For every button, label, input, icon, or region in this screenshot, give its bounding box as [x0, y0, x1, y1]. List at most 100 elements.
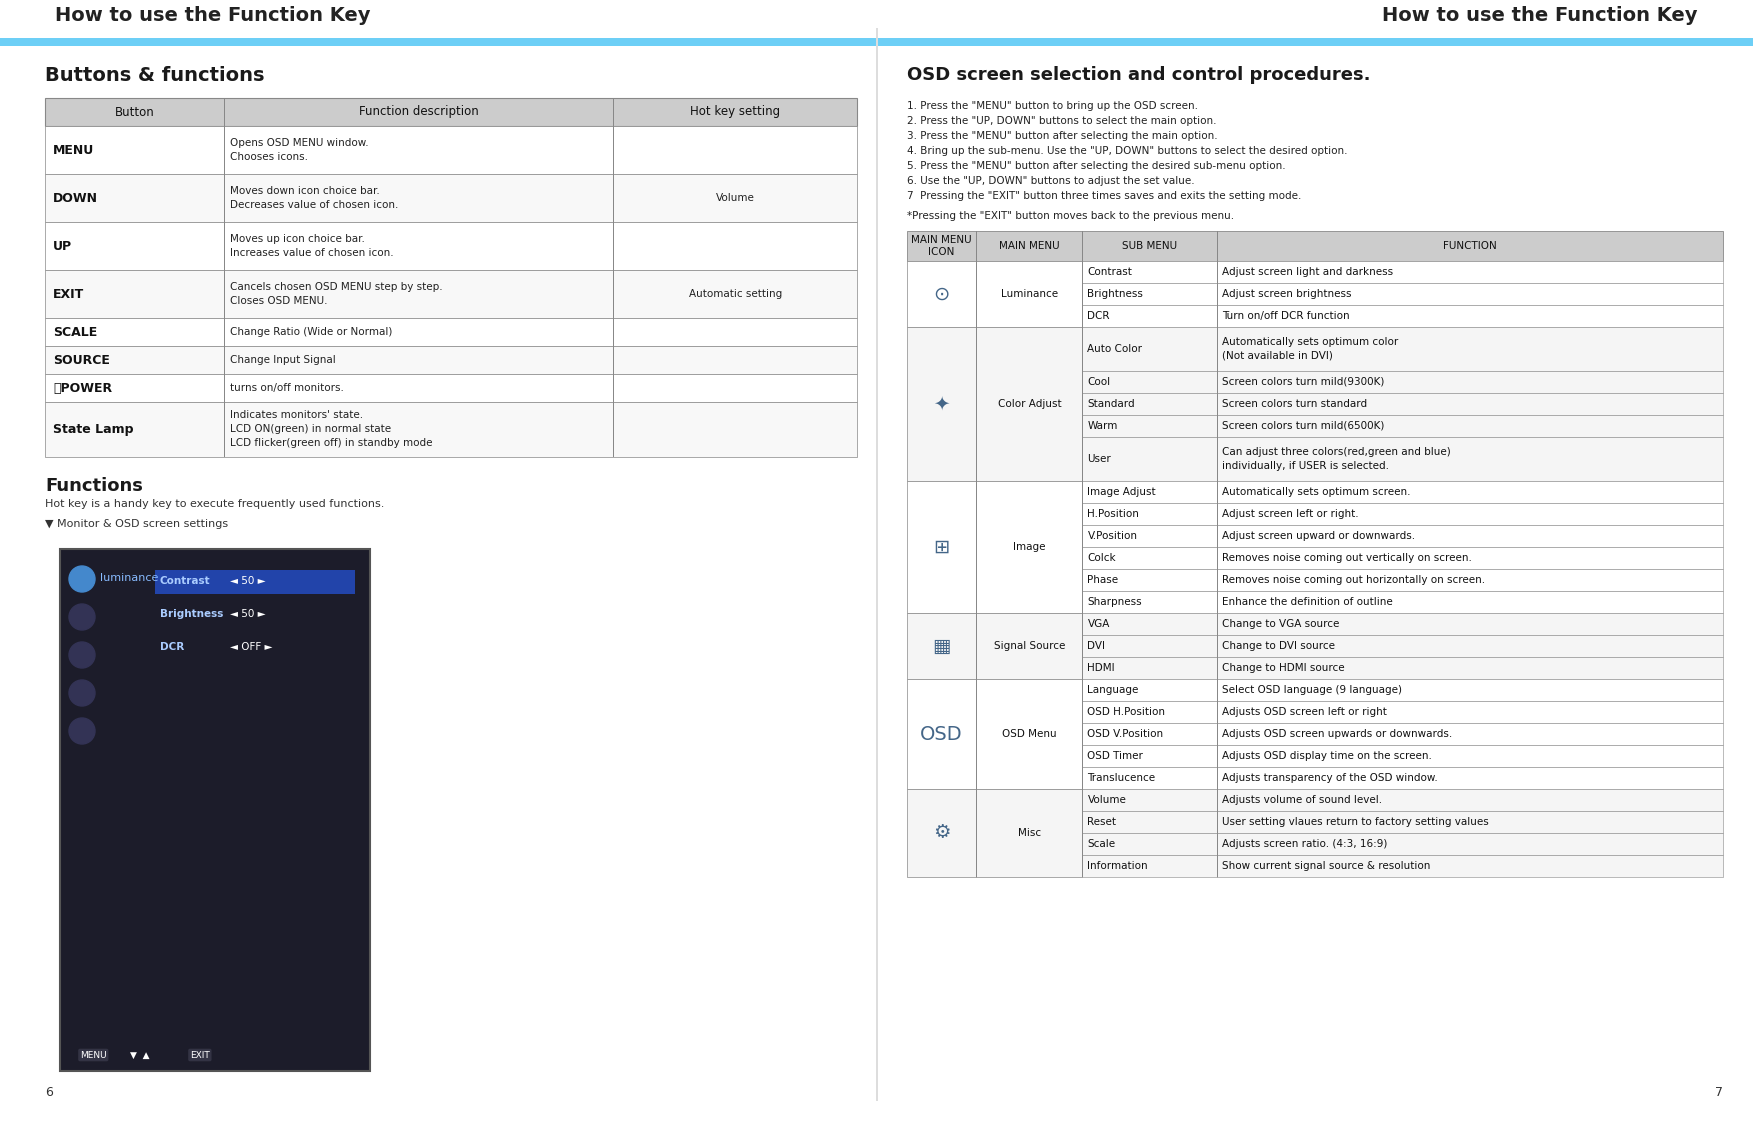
- Text: Brightness: Brightness: [160, 609, 223, 619]
- Text: Adjusts volume of sound level.: Adjusts volume of sound level.: [1222, 795, 1381, 805]
- Circle shape: [68, 717, 95, 744]
- Text: Adjusts screen ratio. (4:3, 16:9): Adjusts screen ratio. (4:3, 16:9): [1222, 839, 1387, 849]
- Text: Adjust screen left or right.: Adjust screen left or right.: [1222, 509, 1359, 519]
- Bar: [876, 28, 878, 1101]
- Bar: [1217, 679, 1723, 701]
- Text: Translucence: Translucence: [1087, 773, 1155, 782]
- Text: 6: 6: [46, 1086, 53, 1099]
- Bar: [1082, 855, 1217, 877]
- Bar: [1082, 613, 1217, 634]
- Text: MAIN MENU
ICON: MAIN MENU ICON: [912, 235, 971, 257]
- Text: User: User: [1087, 454, 1111, 464]
- Text: 7: 7: [1714, 1086, 1723, 1099]
- Circle shape: [68, 566, 95, 592]
- Bar: [976, 613, 1082, 679]
- Text: Automatic setting: Automatic setting: [689, 289, 782, 299]
- Bar: [906, 481, 976, 613]
- Text: Turn on/off DCR function: Turn on/off DCR function: [1222, 311, 1350, 321]
- Text: Contrast: Contrast: [1087, 267, 1132, 277]
- Bar: [1082, 437, 1217, 481]
- Bar: [1082, 547, 1217, 569]
- Bar: [1082, 415, 1217, 437]
- Bar: [1082, 810, 1217, 833]
- Text: Show current signal source & resolution: Show current signal source & resolution: [1222, 861, 1430, 871]
- Bar: [1217, 261, 1723, 282]
- Text: Image: Image: [1013, 541, 1045, 552]
- Bar: [1082, 634, 1217, 657]
- Text: OSD Menu: OSD Menu: [1003, 729, 1057, 739]
- Text: Adjusts OSD display time on the screen.: Adjusts OSD display time on the screen.: [1222, 751, 1432, 761]
- Text: Standard: Standard: [1087, 399, 1134, 409]
- Text: ⚙: ⚙: [933, 824, 950, 843]
- Bar: [976, 327, 1082, 481]
- Bar: [1217, 525, 1723, 547]
- Text: SUB MENU: SUB MENU: [1122, 241, 1178, 251]
- Text: 4. Bring up the sub-menu. Use the "UP, DOWN" buttons to select the desired optio: 4. Bring up the sub-menu. Use the "UP, D…: [906, 146, 1348, 156]
- Text: Volume: Volume: [1087, 795, 1127, 805]
- Text: FUNCTION: FUNCTION: [1443, 241, 1497, 251]
- Bar: [1217, 437, 1723, 481]
- Bar: [1217, 503, 1723, 525]
- Text: Hot key is a handy key to execute frequently used functions.: Hot key is a handy key to execute freque…: [46, 499, 384, 509]
- Text: OSD H.Position: OSD H.Position: [1087, 707, 1166, 717]
- Circle shape: [68, 604, 95, 630]
- Text: OSD screen selection and control procedures.: OSD screen selection and control procedu…: [906, 66, 1371, 84]
- Text: State Lamp: State Lamp: [53, 423, 133, 436]
- Text: Cool: Cool: [1087, 377, 1111, 387]
- Bar: [1082, 745, 1217, 767]
- Bar: [1217, 723, 1723, 745]
- Text: V.Position: V.Position: [1087, 531, 1138, 541]
- Bar: [1217, 634, 1723, 657]
- Text: Automatically sets optimum color
(Not available in DVI): Automatically sets optimum color (Not av…: [1222, 337, 1399, 361]
- Bar: [60, 549, 370, 1071]
- Bar: [46, 318, 857, 346]
- Bar: [1082, 393, 1217, 415]
- Bar: [1082, 657, 1217, 679]
- Circle shape: [68, 642, 95, 668]
- Text: Screen colors turn mild(6500K): Screen colors turn mild(6500K): [1222, 421, 1385, 430]
- Text: ◄ OFF ►: ◄ OFF ►: [230, 642, 272, 652]
- Bar: [1082, 723, 1217, 745]
- Text: Screen colors turn standard: Screen colors turn standard: [1222, 399, 1367, 409]
- Bar: [1217, 767, 1723, 789]
- Text: Screen colors turn mild(9300K): Screen colors turn mild(9300K): [1222, 377, 1385, 387]
- Bar: [1082, 701, 1217, 723]
- Bar: [1217, 789, 1723, 810]
- Bar: [0, 0, 1753, 38]
- Text: Luminance: Luminance: [1001, 289, 1059, 299]
- Bar: [46, 126, 857, 174]
- Text: H.Position: H.Position: [1087, 509, 1139, 519]
- Text: Cancels chosen OSD MENU step by step.
Closes OSD MENU.: Cancels chosen OSD MENU step by step. Cl…: [230, 282, 442, 306]
- Text: 3. Press the "MENU" button after selecting the main option.: 3. Press the "MENU" button after selecti…: [906, 131, 1218, 141]
- Text: ▼ Monitor & OSD screen settings: ▼ Monitor & OSD screen settings: [46, 519, 228, 529]
- Bar: [1082, 525, 1217, 547]
- Text: OSD V.Position: OSD V.Position: [1087, 729, 1164, 739]
- Bar: [976, 261, 1082, 327]
- Bar: [46, 222, 857, 270]
- Bar: [1217, 547, 1723, 569]
- Bar: [46, 402, 857, 457]
- Bar: [906, 679, 976, 789]
- Text: Adjusts OSD screen left or right: Adjusts OSD screen left or right: [1222, 707, 1387, 717]
- Text: ◄ 50 ►: ◄ 50 ►: [230, 609, 266, 619]
- Bar: [46, 374, 857, 402]
- Text: Function description: Function description: [359, 105, 479, 119]
- Bar: [1217, 613, 1723, 634]
- Bar: [46, 270, 857, 318]
- Text: Hot key setting: Hot key setting: [691, 105, 780, 119]
- Text: ⊙: ⊙: [934, 285, 950, 304]
- Text: ␁POWER: ␁POWER: [53, 381, 112, 395]
- Text: VGA: VGA: [1087, 619, 1110, 629]
- Bar: [906, 261, 976, 327]
- Bar: [906, 231, 1723, 261]
- Bar: [1217, 305, 1723, 327]
- Text: HDMI: HDMI: [1087, 663, 1115, 673]
- Text: Indicates monitors' state.
LCD ON(green) in normal state
LCD flicker(green off) : Indicates monitors' state. LCD ON(green)…: [230, 410, 433, 448]
- Bar: [906, 613, 976, 679]
- Text: ▦: ▦: [933, 637, 950, 656]
- Text: Adjust screen upward or downwards.: Adjust screen upward or downwards.: [1222, 531, 1415, 541]
- Bar: [1082, 789, 1217, 810]
- Text: Warm: Warm: [1087, 421, 1118, 430]
- Text: 1. Press the "MENU" button to bring up the OSD screen.: 1. Press the "MENU" button to bring up t…: [906, 101, 1197, 111]
- Bar: [154, 569, 356, 594]
